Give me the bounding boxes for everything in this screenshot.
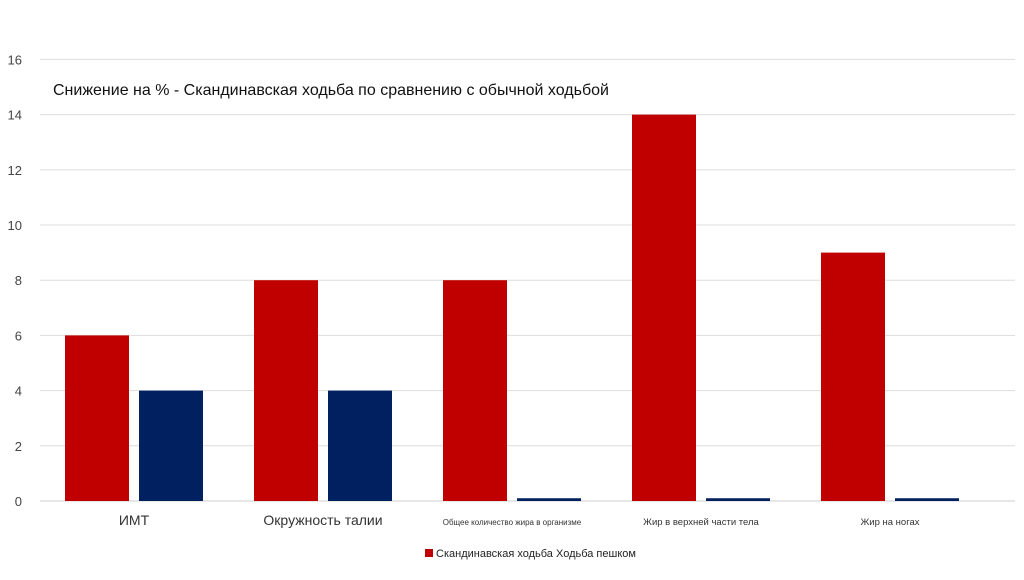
x-tick-label: Общее количество жира в организме — [443, 518, 582, 527]
y-tick-label: 16 — [8, 52, 22, 67]
y-tick-label: 8 — [15, 273, 22, 288]
y-tick-label: 2 — [15, 439, 22, 454]
x-axis-labels: ИМТ Окружность талии Общее количество жира… — [119, 512, 920, 528]
y-tick-label: 14 — [8, 108, 22, 123]
bar-nordic-walking — [65, 335, 129, 501]
bar-nordic-walking — [443, 280, 507, 501]
legend: Скандинавская ходьба Ходьба пешком — [425, 548, 636, 560]
bars — [65, 114, 959, 501]
bar-walking — [895, 498, 959, 501]
x-tick-label: ИМТ — [119, 512, 150, 528]
y-axis-ticks: 0 2 4 6 8 10 12 14 16 — [8, 52, 22, 509]
legend-swatch — [425, 549, 433, 557]
bar-nordic-walking — [821, 252, 885, 501]
legend-text: Скандинавская ходьба Ходьба пешком — [436, 548, 636, 560]
chart-title: Снижение на % - Скандинавская ходьба по … — [53, 82, 609, 99]
bar-walking — [139, 390, 203, 501]
y-tick-label: 12 — [8, 163, 22, 178]
x-tick-label: Жир в верхней части тела — [643, 517, 759, 528]
y-tick-label: 6 — [15, 328, 22, 343]
x-tick-label: Жир на ногах — [861, 517, 920, 528]
y-tick-label: 10 — [8, 218, 22, 233]
bar-walking — [706, 498, 770, 501]
y-tick-label: 0 — [15, 494, 22, 509]
bar-walking — [328, 390, 392, 501]
x-tick-label: Окружность талии — [263, 512, 382, 528]
bar-nordic-walking — [632, 114, 696, 501]
y-tick-label: 4 — [15, 384, 22, 399]
bar-walking — [517, 498, 581, 501]
bar-nordic-walking — [254, 280, 318, 501]
